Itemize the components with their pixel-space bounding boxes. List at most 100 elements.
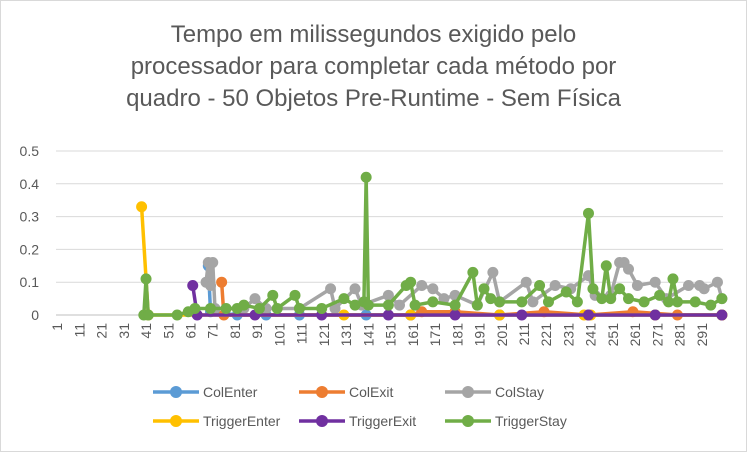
x-tick-label: 41	[138, 323, 154, 339]
data-point	[671, 296, 683, 308]
x-tick-label: 161	[405, 323, 421, 347]
data-point	[471, 299, 483, 311]
legend-item-triggerexit: TriggerExit	[299, 413, 416, 429]
data-point	[705, 299, 717, 311]
x-tick-label: 141	[360, 323, 376, 347]
legend-item-triggerstay: TriggerStay	[445, 413, 567, 429]
data-point	[623, 263, 635, 275]
legend-label: ColStay	[495, 384, 544, 400]
x-tick-label: 191	[472, 323, 488, 347]
y-tick-label: 0.2	[20, 241, 40, 257]
data-point	[271, 302, 283, 314]
data-point	[316, 302, 328, 314]
data-point	[171, 309, 183, 321]
x-tick-label: 221	[538, 323, 554, 347]
data-point	[516, 296, 528, 308]
data-point	[534, 279, 546, 291]
data-point	[716, 309, 728, 321]
legend-swatch-marker	[170, 386, 182, 398]
data-point	[140, 273, 152, 285]
data-point	[649, 276, 661, 288]
data-point	[187, 279, 199, 291]
data-point	[249, 293, 261, 305]
legend-swatch-marker	[316, 386, 328, 398]
data-point	[560, 286, 572, 298]
data-point	[649, 309, 661, 321]
data-point	[571, 296, 583, 308]
chart-title-line-3: quadro - 50 Objetos Pre-Runtime - Sem Fí…	[126, 85, 621, 112]
x-tick-label: 271	[649, 323, 665, 347]
data-point	[683, 279, 695, 291]
data-point	[409, 299, 421, 311]
legend-label: TriggerEnter	[203, 413, 281, 429]
data-point	[382, 299, 394, 311]
data-point	[189, 302, 201, 314]
series-line	[191, 285, 722, 317]
series-triggerstay	[138, 171, 728, 321]
data-point	[654, 289, 666, 301]
y-tick-label: 0.1	[20, 274, 40, 290]
data-point	[711, 276, 723, 288]
x-tick-label: 1	[49, 323, 65, 331]
x-tick-label: 51	[160, 323, 176, 339]
data-point	[427, 296, 439, 308]
x-tick-label: 241	[583, 323, 599, 347]
data-point	[416, 279, 428, 291]
legend-label: TriggerStay	[495, 413, 567, 429]
data-point	[142, 309, 154, 321]
legend-label: ColExit	[349, 384, 393, 400]
x-tick-label: 121	[316, 323, 332, 347]
data-point	[467, 266, 479, 278]
data-point	[667, 273, 679, 285]
data-point	[520, 276, 532, 288]
data-point	[136, 201, 148, 213]
x-tick-label: 261	[627, 323, 643, 347]
data-point	[325, 283, 337, 295]
data-point	[205, 279, 217, 291]
data-point	[516, 309, 528, 321]
x-tick-label: 31	[116, 323, 132, 339]
data-point	[689, 296, 701, 308]
x-tick-label: 151	[383, 323, 399, 347]
legend-label: TriggerExit	[349, 413, 416, 429]
data-point	[623, 293, 635, 305]
chart-title: Tempo em milissegundos exigido pelo proc…	[61, 19, 686, 115]
y-tick-label: 0.4	[20, 176, 40, 192]
x-tick-label: 171	[427, 323, 443, 347]
data-point	[631, 279, 643, 291]
legend-item-triggerenter: TriggerEnter	[153, 413, 281, 429]
legend-swatch-marker	[462, 415, 474, 427]
data-point	[216, 276, 228, 288]
legend-swatch-marker	[170, 415, 182, 427]
data-point	[716, 293, 728, 305]
x-tick-label: 61	[183, 323, 199, 339]
x-tick-label: 201	[494, 323, 510, 347]
x-tick-label: 21	[94, 323, 110, 339]
data-point	[494, 296, 506, 308]
legend-item-colenter: ColEnter	[153, 384, 258, 400]
data-point	[478, 283, 490, 295]
x-tick-label: 181	[449, 323, 465, 347]
x-tick-label: 291	[694, 323, 710, 347]
data-point	[542, 296, 554, 308]
data-point	[582, 309, 594, 321]
data-point	[487, 266, 499, 278]
data-point	[207, 257, 219, 269]
data-point	[238, 299, 250, 311]
data-point	[527, 296, 539, 308]
data-point	[549, 279, 561, 291]
x-tick-label: 211	[516, 323, 532, 346]
data-point	[449, 309, 461, 321]
x-tick-label: 71	[205, 323, 221, 339]
data-point	[267, 289, 279, 301]
x-tick-label: 131	[338, 323, 354, 347]
x-tick-label: 11	[71, 323, 87, 338]
series-triggerexit	[187, 279, 728, 321]
data-point	[349, 283, 361, 295]
data-point	[362, 299, 374, 311]
data-point	[605, 293, 617, 305]
x-tick-label: 231	[560, 323, 576, 347]
x-tick-label: 281	[672, 323, 688, 347]
